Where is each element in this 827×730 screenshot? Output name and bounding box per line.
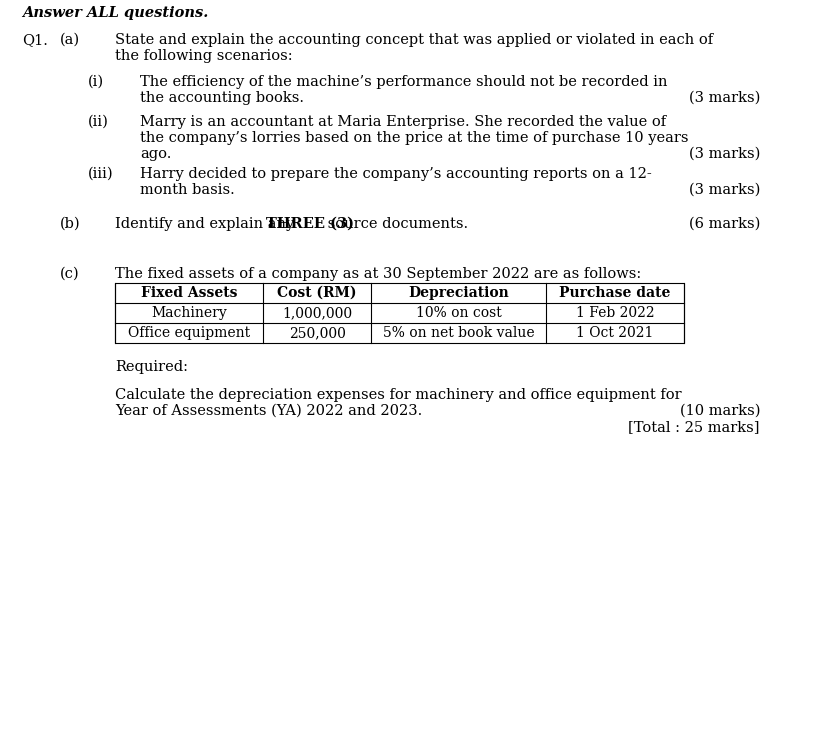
Text: (iii): (iii) (88, 167, 113, 181)
Text: ago.: ago. (140, 147, 171, 161)
Text: Required:: Required: (115, 360, 188, 374)
Text: (i): (i) (88, 75, 104, 89)
Text: Answer ALL questions.: Answer ALL questions. (22, 6, 208, 20)
Text: Identify and explain any: Identify and explain any (115, 217, 299, 231)
Text: (10 marks): (10 marks) (680, 404, 760, 418)
Text: 1 Feb 2022: 1 Feb 2022 (576, 306, 654, 320)
Text: Machinery: Machinery (151, 306, 227, 320)
Text: 1,000,000: 1,000,000 (282, 306, 352, 320)
Text: Q1.: Q1. (22, 33, 48, 47)
Text: The efficiency of the machine’s performance should not be recorded in: The efficiency of the machine’s performa… (140, 75, 667, 89)
Text: State and explain the accounting concept that was applied or violated in each of: State and explain the accounting concept… (115, 33, 713, 47)
Text: (3 marks): (3 marks) (689, 183, 760, 197)
Text: 5% on net book value: 5% on net book value (383, 326, 534, 340)
Text: Marry is an accountant at Maria Enterprise. She recorded the value of: Marry is an accountant at Maria Enterpri… (140, 115, 666, 129)
Text: Office equipment: Office equipment (128, 326, 250, 340)
Text: (c): (c) (60, 267, 79, 281)
Text: The fixed assets of a company as at 30 September 2022 are as follows:: The fixed assets of a company as at 30 S… (115, 267, 641, 281)
Text: [Total : 25 marks]: [Total : 25 marks] (629, 420, 760, 434)
Text: 250,000: 250,000 (289, 326, 346, 340)
Text: 1 Oct 2021: 1 Oct 2021 (576, 326, 653, 340)
Text: the following scenarios:: the following scenarios: (115, 49, 293, 63)
Text: (b): (b) (60, 217, 80, 231)
Text: Calculate the depreciation expenses for machinery and office equipment for: Calculate the depreciation expenses for … (115, 388, 681, 402)
Text: (ii): (ii) (88, 115, 109, 129)
Text: 10% on cost: 10% on cost (416, 306, 501, 320)
Text: the accounting books.: the accounting books. (140, 91, 304, 105)
Text: Year of Assessments (YA) 2022 and 2023.: Year of Assessments (YA) 2022 and 2023. (115, 404, 423, 418)
Text: (a): (a) (60, 33, 80, 47)
Text: (3 marks): (3 marks) (689, 91, 760, 105)
Text: Cost (RM): Cost (RM) (277, 286, 356, 300)
Text: Fixed Assets: Fixed Assets (141, 286, 237, 300)
Text: THREE (3): THREE (3) (266, 217, 354, 231)
Text: month basis.: month basis. (140, 183, 235, 197)
Text: Depreciation: Depreciation (409, 286, 509, 300)
Bar (115, 283, 684, 343)
Text: source documents.: source documents. (323, 217, 469, 231)
Text: (6 marks): (6 marks) (689, 217, 760, 231)
Text: Harry decided to prepare the company’s accounting reports on a 12-: Harry decided to prepare the company’s a… (140, 167, 652, 181)
Text: Purchase date: Purchase date (559, 286, 671, 300)
Text: the company’s lorries based on the price at the time of purchase 10 years: the company’s lorries based on the price… (140, 131, 689, 145)
Text: (3 marks): (3 marks) (689, 147, 760, 161)
